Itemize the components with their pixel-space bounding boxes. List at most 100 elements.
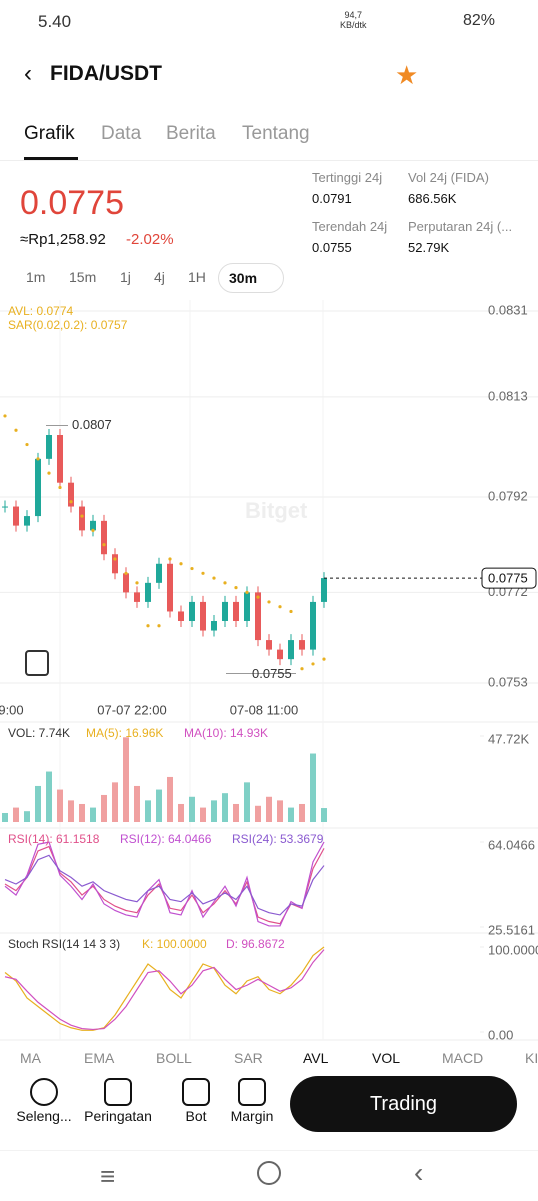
sar-dot	[124, 571, 128, 575]
favorite[interactable]: ★	[395, 60, 419, 90]
sar-dot	[146, 624, 150, 628]
indicator-tab[interactable]: KI	[525, 1050, 538, 1066]
indicator-tab[interactable]: VOL	[372, 1050, 401, 1066]
volume-bar	[167, 776, 173, 822]
action-label[interactable]: Margin	[230, 1108, 274, 1124]
volume-bar	[57, 789, 63, 822]
candle	[189, 601, 195, 621]
indicator-tab[interactable]: AVL	[303, 1050, 329, 1066]
status-time: 5.40	[38, 12, 72, 31]
volume-bar	[46, 771, 52, 822]
last-price-label: 0.0775	[488, 571, 528, 586]
volume-bar	[244, 782, 250, 822]
action-label[interactable]: Peringatan	[84, 1108, 152, 1124]
volume-bar	[255, 805, 261, 822]
sar-dot	[245, 590, 249, 594]
candle	[233, 601, 239, 621]
sar-dot	[69, 500, 73, 504]
volume-bar	[24, 811, 30, 822]
candle	[145, 582, 151, 602]
candle	[200, 601, 206, 631]
sar-dot	[58, 485, 62, 490]
stat-value: 0.0791	[312, 191, 352, 206]
tabs: Grafik Data Berita Tentang	[0, 120, 538, 161]
pair[interactable]: FIDA/USDT	[50, 62, 162, 85]
candle	[288, 640, 294, 660]
action-label[interactable]: Seleng...	[16, 1108, 72, 1124]
nav-back[interactable]: ‹	[414, 1157, 424, 1188]
fiat-price: ≈Rp1,258.92	[20, 231, 106, 248]
volume-bar	[145, 800, 151, 822]
legend: RSI(24): 53.3679	[232, 832, 324, 846]
volume-bar	[178, 803, 184, 822]
sar-dot	[3, 414, 7, 418]
action-icon[interactable]	[238, 1078, 266, 1106]
timeframe[interactable]: 1m	[26, 269, 46, 285]
legend: AVL: 0.0774	[8, 304, 73, 318]
volume-bar	[211, 800, 217, 822]
sar-dot	[36, 457, 40, 461]
volume-bar	[222, 793, 228, 822]
volume-bar	[200, 807, 206, 822]
timeframes: 1m 15m 1j 4j 1H 30m	[0, 262, 538, 294]
y-tick-label: 25.5161	[488, 922, 535, 937]
indicator-tabs: MA EMA BOLL SAR AVL VOL MACD KI	[0, 1048, 538, 1070]
y-tick-label: 0.0831	[488, 302, 528, 317]
nav-bar: ≡ ‹	[0, 1150, 538, 1201]
candle	[167, 563, 173, 612]
indicator-tab[interactable]: EMA	[84, 1050, 115, 1066]
y-tick-label: 100.0000	[488, 942, 538, 957]
trading-button[interactable]: Trading	[290, 1076, 517, 1132]
indicator-tab[interactable]: MA	[20, 1050, 41, 1066]
stat-label: Terendah 24j	[312, 219, 388, 234]
volume-bar	[266, 796, 272, 822]
timeframe[interactable]: 1j	[120, 269, 131, 285]
sar-dot	[80, 514, 84, 518]
candle	[123, 573, 129, 593]
candle	[321, 578, 327, 602]
stat-label: Vol 24j (FIDA)	[408, 170, 489, 185]
volume-bar	[156, 789, 162, 822]
action-label[interactable]: Bot	[185, 1108, 207, 1124]
timeframe[interactable]: 30m	[218, 263, 285, 293]
action-icon[interactable]	[30, 1078, 58, 1106]
tab[interactable]: Data	[101, 123, 142, 144]
nav-home[interactable]	[257, 1161, 281, 1185]
sar-dot	[300, 667, 304, 671]
sar-dot	[212, 576, 216, 580]
indicator-tab[interactable]: SAR	[234, 1050, 263, 1066]
volume-bar	[123, 737, 129, 822]
sar-dot	[157, 624, 161, 628]
legend: VOL: 7.74K	[8, 726, 70, 740]
action-icon[interactable]	[182, 1078, 210, 1106]
timeframe[interactable]: 4j	[154, 269, 165, 285]
tab[interactable]: Grafik	[24, 123, 75, 144]
action-icon[interactable]	[104, 1078, 132, 1106]
volume-bar	[13, 807, 19, 822]
timeframe[interactable]: 15m	[69, 269, 97, 285]
x-tick-label: 07-07 22:00	[97, 702, 166, 717]
sar-dot	[190, 566, 194, 571]
back[interactable]: ‹	[24, 60, 32, 87]
candle	[299, 640, 305, 650]
candle	[134, 592, 140, 602]
stat-value: 686.56K	[408, 191, 457, 206]
candle	[266, 640, 272, 650]
speed-unit: KB/dtk	[340, 20, 367, 30]
tab[interactable]: Tentang	[242, 123, 310, 144]
tab[interactable]: Berita	[166, 123, 216, 144]
last-price: 0.0775	[20, 184, 124, 222]
sar-dot	[168, 557, 172, 561]
indicator-tab[interactable]: MACD	[442, 1050, 484, 1066]
sar-dot	[201, 571, 205, 575]
timeframe[interactable]: 1H	[188, 269, 206, 285]
indicator-line	[4, 845, 325, 925]
candle	[310, 601, 316, 650]
indicator-line	[4, 946, 325, 1031]
nav-menu[interactable]: ≡	[100, 1161, 116, 1191]
candle	[101, 520, 107, 555]
y-tick-label: 47.72K	[488, 731, 530, 746]
y-tick-label: 0.0792	[488, 488, 528, 503]
indicator-tab[interactable]: BOLL	[156, 1050, 192, 1066]
